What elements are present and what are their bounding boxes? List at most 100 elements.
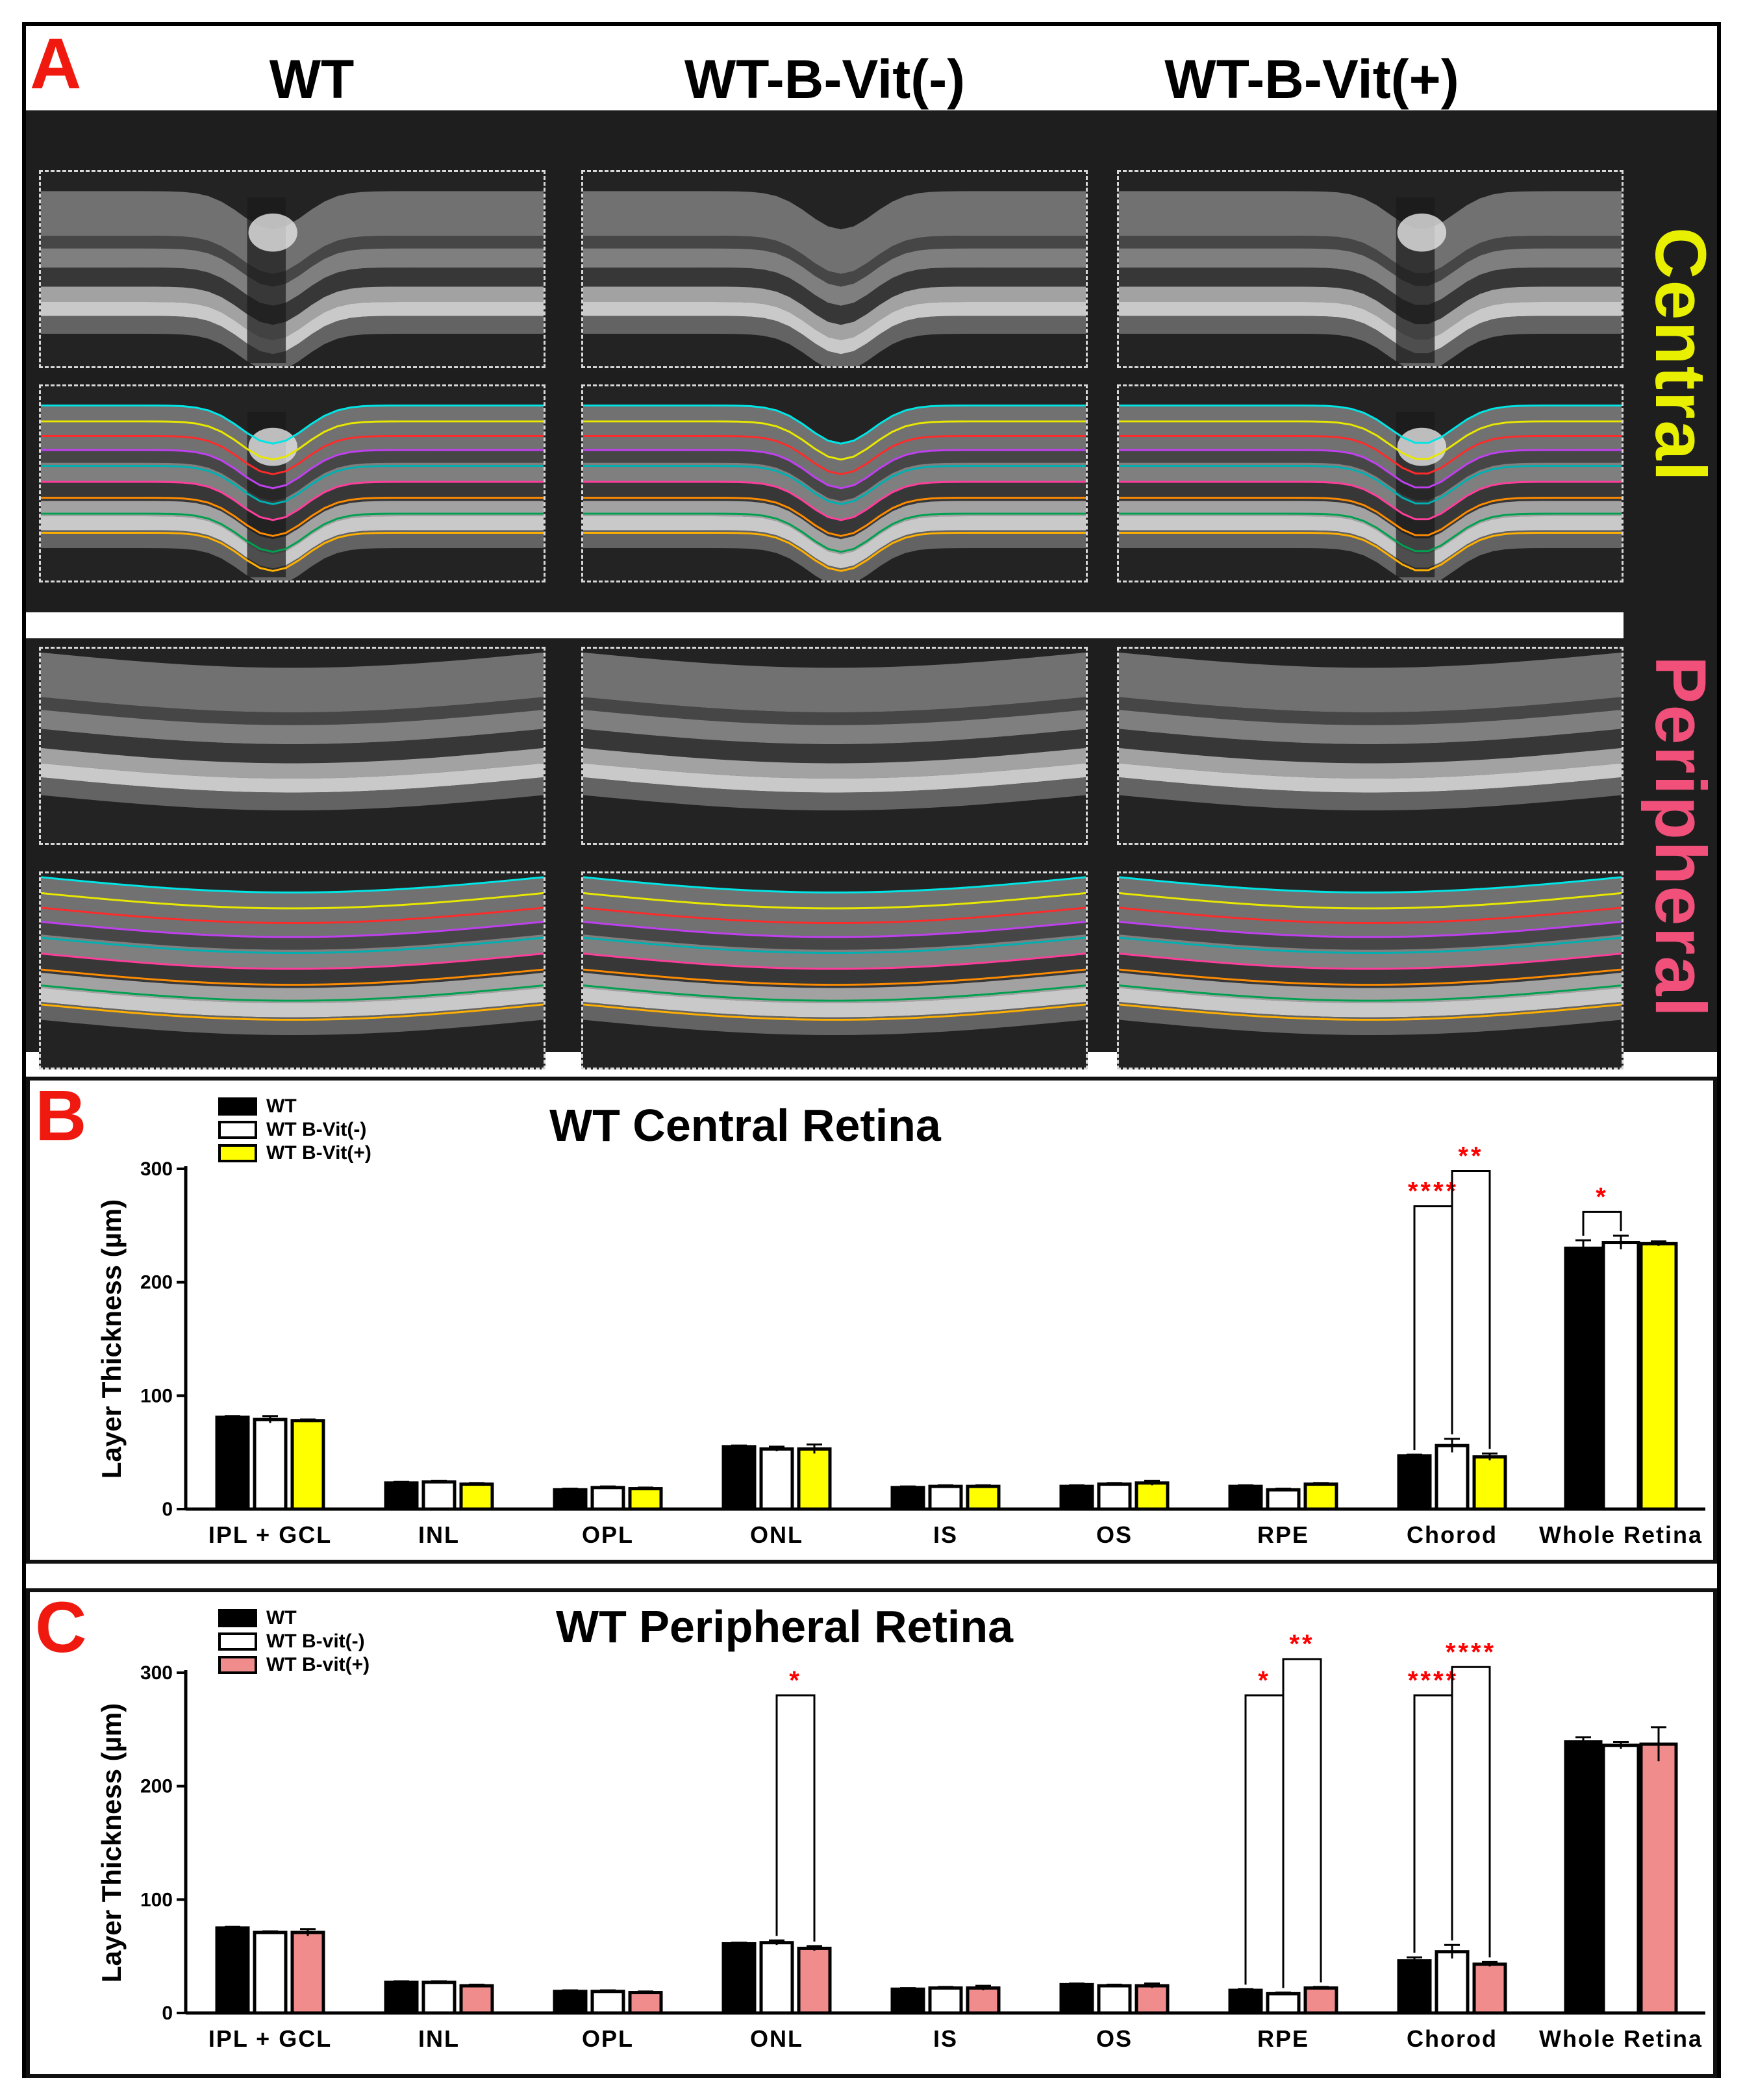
retina-band: [41, 462, 544, 520]
retina-band: [1119, 1002, 1622, 1035]
significance-bracket: [1582, 1210, 1622, 1236]
panel-b-central-chart: B WT WT B-Vit(-) WT B-Vit(+) WT Central …: [26, 1077, 1717, 1564]
segmentation-line: [41, 404, 544, 445]
retina-band: [41, 316, 544, 366]
segmentation-line: [583, 512, 1086, 553]
bar: [1228, 1484, 1263, 1511]
oct-scan-image: [39, 647, 545, 845]
panel-a-image-grid: Central Peripheral: [26, 110, 1720, 1069]
legend-label: WT B-vit(+): [266, 1654, 370, 1675]
segmentation-line: [41, 968, 544, 986]
y-tick-label: 300: [140, 1158, 173, 1180]
retina-band: [583, 652, 1086, 713]
bar: [1472, 1962, 1507, 2015]
bar: [1097, 1984, 1132, 2015]
legend-swatch: [218, 1656, 257, 1674]
oct-scan-graphic: [41, 404, 544, 581]
y-tick-label: 0: [162, 2003, 173, 2024]
bar: [553, 1990, 588, 2015]
oct-scan-graphic: [41, 652, 544, 810]
segmentation-line: [1119, 420, 1622, 460]
segmentation-line: [583, 906, 1086, 924]
retina-band: [583, 530, 1086, 581]
bar: [1097, 1482, 1132, 1511]
segmentation-line: [583, 953, 1086, 970]
bar: [1266, 1488, 1301, 1511]
significance-bracket: [775, 1694, 816, 1942]
bar: [1564, 1246, 1603, 1511]
segmentation-line: [41, 984, 544, 1002]
segmentation-line: [583, 968, 1086, 986]
segmentation-line: [41, 936, 544, 954]
segmentation-line: [41, 876, 544, 894]
retina-band: [1119, 530, 1622, 581]
bar: [966, 1986, 1001, 2015]
significance-marker: ****: [1408, 1666, 1459, 1695]
retina-band: [583, 697, 1086, 725]
oct-scan-image: [1117, 170, 1624, 368]
segmentation-line: [1119, 497, 1622, 536]
significance-bracket: [1451, 1169, 1491, 1449]
x-tick-label: Chorod: [1407, 1521, 1498, 1548]
retina-band: [583, 191, 1086, 274]
legend-swatch: [218, 1632, 257, 1651]
retina-band: [1119, 286, 1622, 340]
segmentation-line: [1119, 936, 1622, 954]
significance-marker: *: [1596, 1182, 1609, 1211]
bar: [253, 1418, 288, 1511]
bar: [1472, 1455, 1507, 1511]
retina-band: [41, 652, 544, 713]
retina-band: [1119, 921, 1622, 950]
oct-scan-image: [581, 170, 1088, 368]
bar: [421, 1480, 457, 1511]
x-tick-label: IS: [933, 1521, 958, 1548]
legend-item: WT B-vit(-): [218, 1630, 370, 1653]
segmentation-line: [41, 906, 544, 924]
bar: [628, 1487, 663, 1511]
segmentation-line: [1119, 968, 1622, 986]
legend-item: WT B-vit(+): [218, 1653, 370, 1677]
legend-label: WT: [266, 1607, 297, 1629]
retina-band: [1119, 248, 1622, 305]
legend-swatch: [218, 1609, 257, 1627]
retina-band: [1119, 729, 1622, 764]
bar: [721, 1445, 757, 1511]
region-label-peripheral: Peripheral: [1640, 656, 1720, 1019]
bar: [628, 1991, 663, 2015]
legend-swatch: [218, 1144, 257, 1162]
segmentation-line: [1119, 532, 1622, 571]
retina-band: [583, 482, 1086, 540]
chart-peripheral-retina: 0 100 200 300 Layer Thickness (µm) IPL + GCL I…: [96, 1630, 1705, 2052]
retina-band: [41, 516, 544, 569]
bar: [459, 1482, 494, 1511]
bar: [1639, 1242, 1678, 1511]
retina-band: [583, 921, 1086, 950]
oct-scan-image: [39, 170, 545, 368]
column-title-wt: WT: [269, 49, 355, 110]
panel-c-peripheral-chart: C WT WT B-vit(-) WT B-vit(+) WT Peripher…: [26, 1588, 1717, 2078]
bar: [384, 1481, 419, 1511]
y-tick-label: 100: [140, 1889, 173, 1910]
bar: [759, 1447, 794, 1511]
segmentation-line: [583, 465, 1086, 505]
bar: [890, 1987, 925, 2015]
retina-band: [41, 482, 544, 540]
retina-band: [41, 268, 544, 325]
bar: [590, 1486, 625, 1511]
panel-c-letter: C: [35, 1588, 87, 1668]
x-tick-label: OS: [1096, 2025, 1133, 2052]
segmentation-line: [1119, 481, 1622, 521]
retina-band: [41, 248, 544, 306]
bar: [1135, 1481, 1170, 1511]
chart-title: WT Peripheral Retina: [556, 1601, 1014, 1652]
oct-scan-graphic: [583, 652, 1086, 810]
retina-band: [583, 747, 1086, 779]
segmentation-line: [41, 953, 544, 970]
segmentation-line: [41, 449, 544, 490]
bar: [928, 1986, 963, 2015]
y-tick-label: 200: [140, 1776, 173, 1797]
segmentation-line: [41, 512, 544, 553]
retina-band: [41, 450, 544, 501]
bar: [1435, 1444, 1470, 1511]
bar: [1059, 1982, 1094, 2015]
